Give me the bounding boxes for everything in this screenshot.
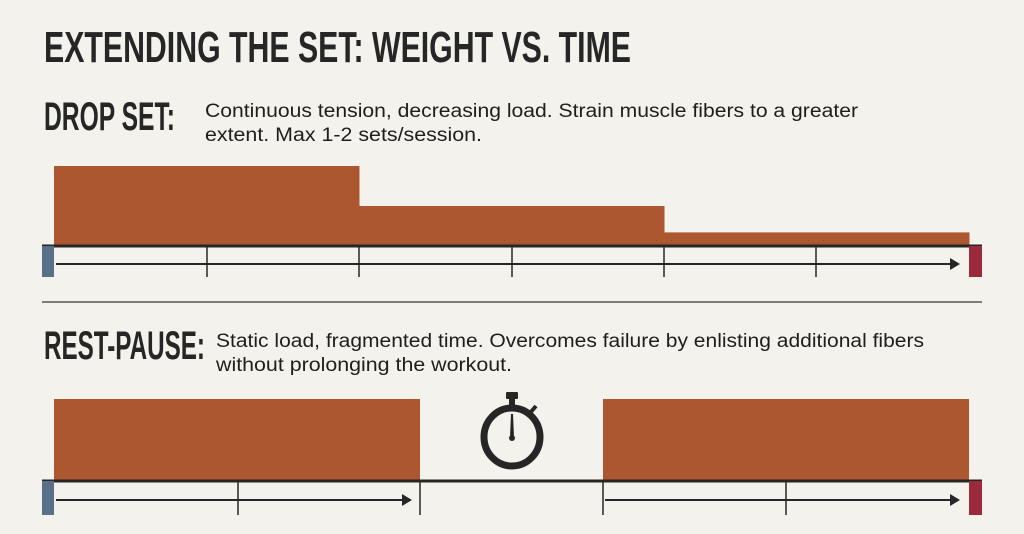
drop-set-description-line2: extent. Max 1-2 sets/session. — [205, 125, 482, 146]
rest-pause-start-marker — [42, 481, 54, 515]
drop-set-end-marker — [969, 246, 982, 277]
rest-pause-section: REST-PAUSE: Static load, fragmented time… — [42, 324, 982, 515]
drop-set-section: DROP SET: Continuous tension, decreasing… — [42, 95, 982, 277]
drop-set-load-bar-1 — [54, 166, 360, 246]
rest-pause-arrowhead-2-icon — [950, 494, 960, 506]
drop-set-load-bar-2 — [359, 206, 665, 246]
stopwatch-icon — [480, 392, 544, 470]
rest-pause-label: REST-PAUSE: — [44, 324, 205, 368]
drop-set-description-line1: Continuous tension, decreasing load. Str… — [205, 101, 859, 122]
rest-pause-load-bar-2 — [603, 399, 969, 481]
drop-set-label: DROP SET: — [44, 95, 175, 139]
drop-set-ticks — [206, 246, 817, 277]
rest-pause-ticks — [237, 481, 787, 515]
rest-pause-description-line2: without prolonging the workout. — [215, 355, 512, 376]
drop-set-load-bars — [54, 166, 970, 246]
rest-pause-description-line1: Static load, fragmented time. Overcomes … — [216, 331, 924, 352]
rest-pause-load-bar-1 — [54, 399, 420, 481]
drop-set-arrowhead-icon — [950, 258, 960, 270]
rest-pause-arrowhead-1-icon — [402, 494, 412, 506]
rest-pause-end-marker — [969, 481, 982, 515]
drop-set-load-bar-3 — [664, 232, 970, 246]
page-title: EXTENDING THE SET: WEIGHT VS. TIME — [44, 23, 631, 72]
drop-set-start-marker — [42, 246, 54, 277]
